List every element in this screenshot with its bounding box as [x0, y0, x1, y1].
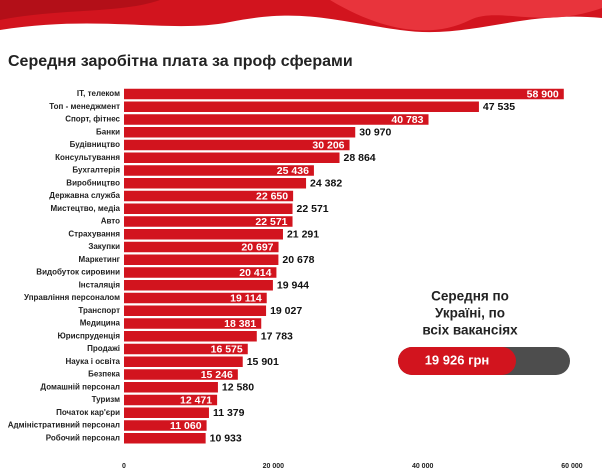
value-label: 15 901	[247, 356, 279, 368]
y-tick-label: Медицина	[80, 319, 121, 328]
y-tick-label: Продажі	[87, 344, 120, 353]
value-label: 19 114	[230, 292, 262, 304]
y-tick-label: Юриспруденція	[57, 331, 120, 340]
y-tick-label: Консультування	[55, 153, 120, 162]
bar	[124, 280, 273, 291]
bar	[124, 433, 206, 444]
bar	[124, 369, 238, 380]
value-label: 20 697	[241, 241, 273, 253]
y-tick-label: Бухгалтерія	[72, 166, 120, 175]
bar	[124, 407, 209, 418]
annotation: Середня по	[431, 289, 509, 304]
bar	[124, 165, 314, 176]
bar	[124, 101, 479, 112]
y-tick-label: Державна служба	[49, 191, 120, 200]
bar	[124, 203, 293, 214]
y-tick-label: Виробництво	[66, 178, 120, 187]
value-label: 10 933	[210, 433, 242, 445]
y-tick-label: Страхування	[68, 229, 120, 238]
value-label: 24 382	[310, 178, 342, 190]
bar	[124, 292, 267, 304]
value-label: 22 650	[256, 190, 288, 202]
value-label: 22 571	[255, 216, 287, 228]
y-tick-label: Безпека	[88, 370, 120, 379]
y-tick-label: Авто	[101, 217, 120, 226]
bar	[124, 139, 350, 151]
bar	[124, 216, 293, 227]
value-label: 19 027	[270, 305, 302, 317]
value-label: 22 571	[297, 203, 329, 215]
y-tick-label: Будівництво	[70, 140, 121, 149]
average-pill-fill	[398, 347, 516, 375]
y-tick-label: Наука і освіта	[65, 357, 120, 366]
y-tick-label: Домашній персонал	[40, 382, 120, 391]
bar	[124, 331, 257, 342]
bar	[124, 420, 207, 431]
y-tick-label: Спорт, фітнес	[65, 115, 120, 124]
y-tick-label: Транспорт	[78, 306, 120, 315]
x-tick-label: 0	[122, 463, 126, 470]
bar	[124, 356, 243, 367]
y-tick-label: ІТ, телеком	[77, 89, 120, 98]
value-label: 11 060	[170, 420, 202, 432]
chart-title: Середня заробітна плата за проф сферами	[8, 53, 353, 70]
value-label: 25 436	[277, 165, 309, 177]
y-tick-label: Закупки	[88, 242, 120, 251]
value-label: 12 471	[180, 394, 212, 406]
x-tick-label: 20 000	[263, 463, 285, 470]
value-label: 15 246	[201, 369, 233, 381]
bar	[124, 241, 279, 253]
average-label: 19 926 грн	[425, 352, 490, 367]
bar	[124, 305, 267, 316]
bar	[124, 267, 277, 278]
value-label: 12 580	[222, 382, 254, 394]
header-decor	[0, 0, 160, 20]
value-label: 21 291	[287, 229, 319, 241]
y-tick-label: Мистецтво, медіа	[51, 204, 121, 213]
value-label: 16 575	[211, 343, 243, 355]
bar	[124, 190, 294, 202]
header-decor	[330, 0, 602, 31]
bar	[124, 382, 218, 393]
value-label: 19 944	[277, 280, 309, 292]
value-label: 18 381	[224, 318, 256, 330]
bar	[124, 178, 307, 189]
value-label: 47 535	[483, 101, 515, 113]
y-tick-label: Маркетинг	[79, 255, 121, 264]
value-label: 40 783	[391, 114, 423, 126]
bar	[124, 318, 262, 329]
value-label: 30 206	[312, 139, 344, 151]
bar	[124, 394, 218, 406]
bar	[124, 229, 283, 240]
x-tick-label: 40 000	[412, 463, 434, 470]
value-label: 11 379	[213, 407, 245, 419]
value-label: 20 678	[282, 254, 314, 266]
value-label: 20 414	[239, 267, 271, 279]
y-tick-label: Початок кар'єри	[56, 408, 120, 417]
annotation: Україні, по	[435, 306, 505, 321]
bar	[124, 254, 279, 265]
y-tick-label: Інсталяція	[79, 280, 121, 289]
value-label: 58 900	[527, 88, 559, 100]
y-tick-label: Робочий персонал	[46, 433, 120, 442]
value-label: 17 783	[261, 331, 293, 343]
y-tick-label: Видобуток сировини	[36, 268, 120, 277]
bar	[124, 152, 340, 163]
annotation: всіх вакансіях	[422, 323, 518, 338]
y-tick-label: Топ - менеджмент	[49, 102, 120, 111]
bar	[124, 114, 429, 125]
y-tick-label: Банки	[96, 127, 120, 136]
value-label: 28 864	[344, 152, 376, 164]
y-tick-label: Управління персоналом	[24, 293, 120, 302]
x-tick-label: 60 000	[561, 463, 583, 470]
y-tick-label: Адміністративний персонал	[8, 421, 120, 430]
y-tick-label: Туризм	[92, 395, 121, 404]
bar	[124, 127, 356, 138]
bar	[124, 88, 564, 100]
value-label: 30 970	[359, 127, 391, 139]
bar	[124, 343, 248, 355]
